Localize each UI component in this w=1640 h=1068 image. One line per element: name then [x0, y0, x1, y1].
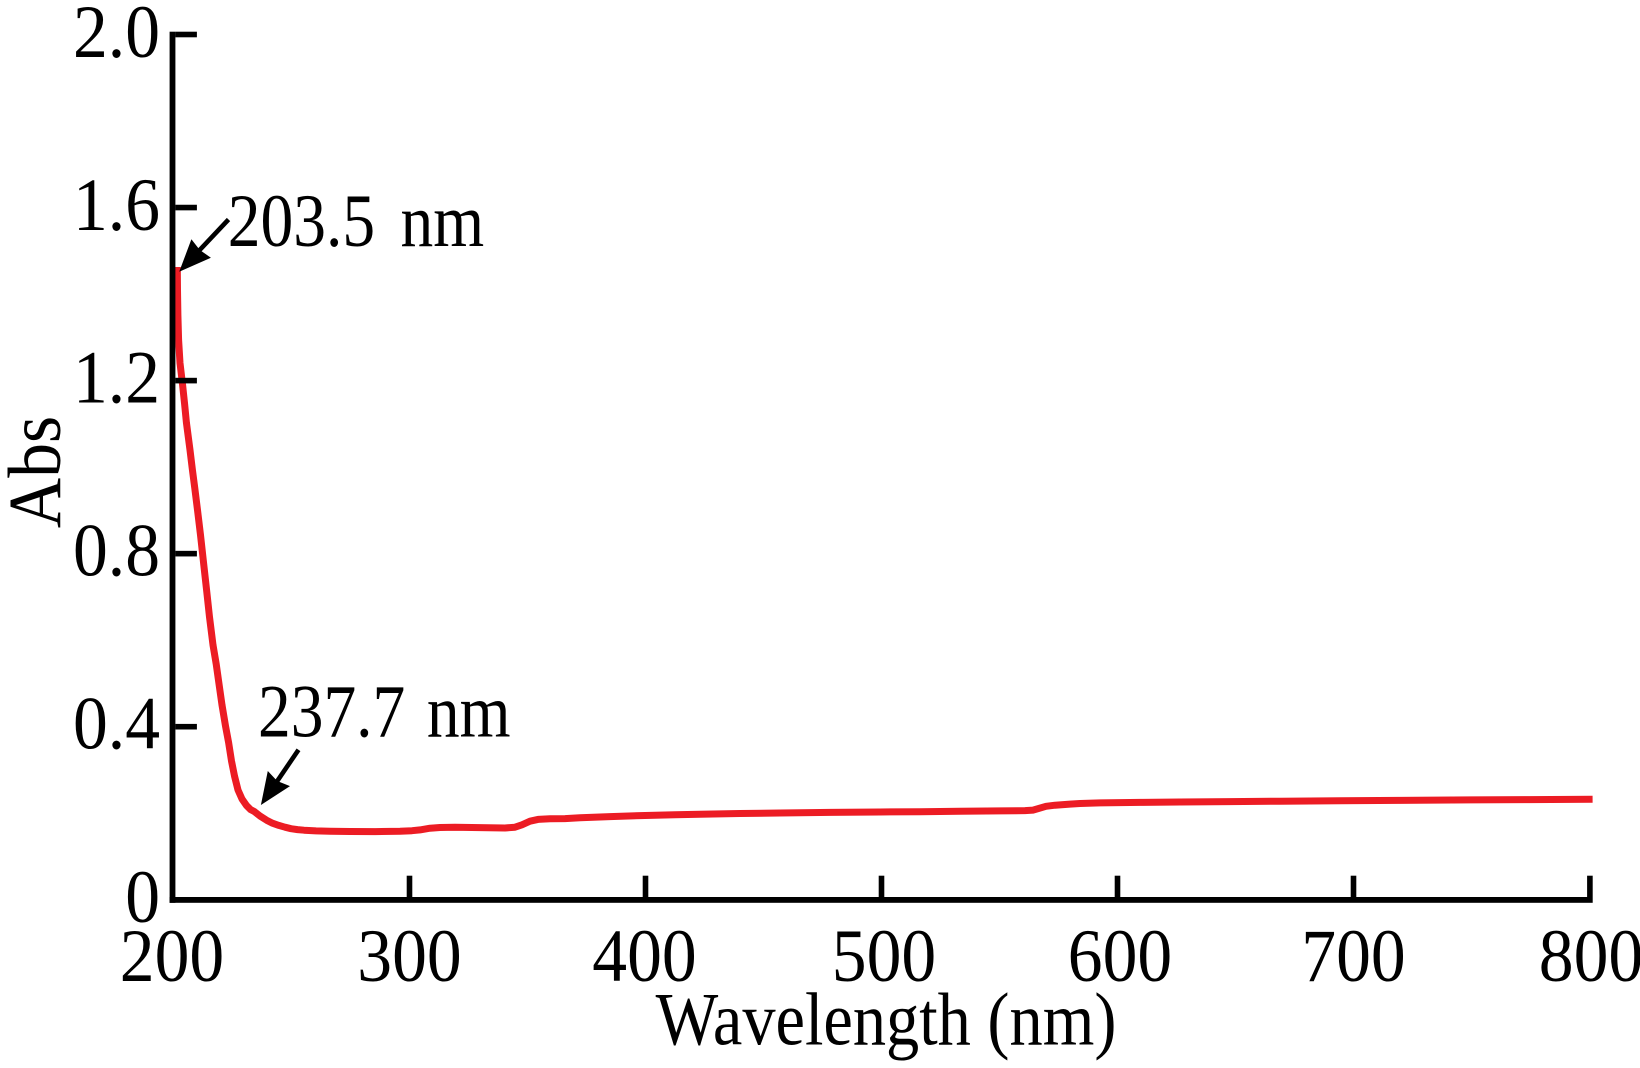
svg-text:600: 600 — [1068, 915, 1172, 998]
svg-text:nm: nm — [427, 670, 511, 753]
svg-text:800: 800 — [1539, 915, 1640, 998]
svg-text:0.8: 0.8 — [73, 509, 160, 592]
svg-text:700: 700 — [1301, 915, 1405, 998]
svg-text:0: 0 — [125, 856, 160, 939]
svg-text:1.2: 1.2 — [73, 336, 160, 419]
svg-text:400: 400 — [592, 915, 696, 998]
svg-text:nm: nm — [401, 180, 485, 263]
svg-text:500: 500 — [832, 915, 936, 998]
svg-text:203.5: 203.5 — [228, 180, 375, 263]
svg-text:1.6: 1.6 — [73, 163, 160, 246]
svg-text:237.7: 237.7 — [258, 670, 405, 753]
svg-text:2.0: 2.0 — [73, 0, 160, 74]
svg-text:0.4: 0.4 — [73, 682, 160, 765]
svg-text:Abs: Abs — [0, 416, 77, 528]
svg-text:200: 200 — [120, 915, 224, 998]
svg-text:Wavelength (nm): Wavelength (nm) — [656, 979, 1117, 1062]
svg-text:300: 300 — [357, 915, 461, 998]
